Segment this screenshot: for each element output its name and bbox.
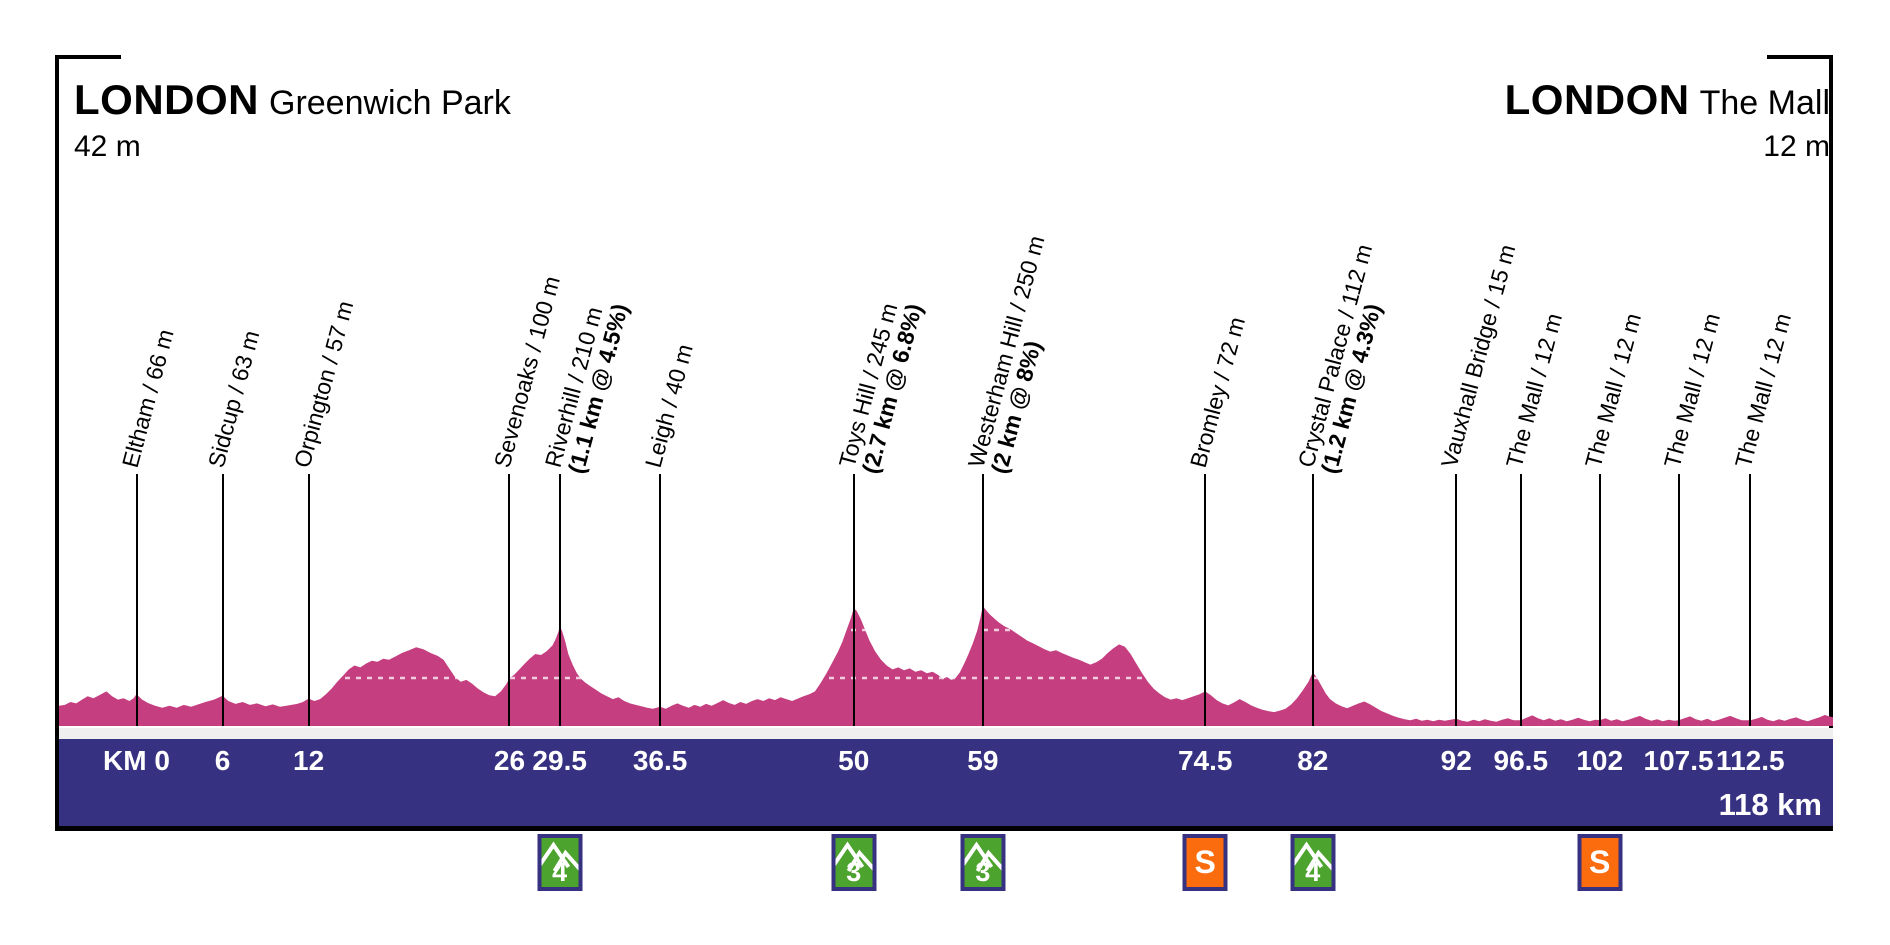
waypoint-label: Leigh / 40 m [639, 341, 698, 471]
km-tick-label: 112.5 [1716, 745, 1785, 776]
elevation-area-fill [59, 606, 1833, 726]
mountain-icon [541, 841, 579, 873]
km-tick-label: 102 [1576, 745, 1624, 776]
waypoint-label: Orpington / 57 m [288, 298, 358, 471]
kom-category: 3 [975, 857, 991, 887]
elevation-profile-chart [59, 606, 1833, 726]
waypoint-label: The Mall / 12 m [1730, 310, 1797, 471]
km-tick-label: 59 [967, 745, 999, 776]
frame-top-left-tick [55, 55, 121, 59]
km-tick-label: KM 0 [103, 745, 170, 776]
waypoint-label: Sidcup / 63 m [202, 327, 264, 471]
km-axis-bar [59, 739, 1833, 826]
waypoint-line [1598, 474, 1601, 726]
total-distance: 118 km [1718, 787, 1822, 822]
waypoint-line [1677, 474, 1680, 726]
km-tick-label: 50 [838, 745, 870, 776]
frame-top-right-tick [1767, 55, 1833, 59]
km-tick-label: 12 [293, 745, 325, 776]
sprint-letter: S [1194, 844, 1216, 880]
mountain-icon [1294, 841, 1332, 873]
waypoint-line [221, 474, 224, 726]
waypoint-line [1455, 474, 1458, 726]
sprint-badge: S [1577, 834, 1623, 891]
km-tick-label: 36.5 [632, 745, 688, 776]
waypoint-line [1749, 474, 1752, 726]
waypoint-line [307, 474, 310, 726]
kom-category: 4 [1305, 857, 1321, 887]
waypoint-label: Westerham Hill / 250 m (2 km @ 8%) [963, 233, 1071, 476]
waypoint-name: Sidcup / 63 m [202, 327, 264, 471]
waypoint-name: Eltham / 66 m [116, 326, 179, 471]
km-tick-label: 6 [214, 745, 231, 776]
kom-category: 4 [552, 857, 568, 887]
km-tick-label: 96.5 [1493, 745, 1549, 776]
frame-bottom-border [55, 826, 1833, 831]
waypoint-label: Crystal Palace / 112 m (1.2 km @ 4.3%) [1292, 241, 1399, 476]
waypoint-name: The Mall / 12 m [1658, 310, 1725, 471]
waypoint-line [852, 474, 855, 726]
start-elevation: 42 m [74, 130, 141, 163]
waypoint-label: The Mall / 12 m [1500, 310, 1567, 471]
start-title: LONDON Greenwich Park [74, 76, 511, 124]
elevation-gridlines [59, 628, 1833, 680]
waypoint-label: Toys Hill / 245 m (2.7 km @ 6.8%) [833, 295, 926, 476]
km-tick-label: 92 [1440, 745, 1472, 776]
waypoint-label: The Mall / 12 m [1658, 310, 1725, 471]
sprint-badge: S [1182, 834, 1228, 891]
kom-badge: 4 [537, 834, 583, 891]
finish-city: LONDON [1504, 76, 1690, 123]
waypoint-name: Leigh / 40 m [639, 341, 698, 471]
finish-elevation: 12 m [1763, 130, 1830, 163]
finish-header: LONDON The Mall 12 m [1505, 76, 1830, 164]
km-tick-label: 74.5 [1177, 745, 1233, 776]
finish-title: LONDON The Mall [1505, 76, 1830, 124]
waypoint-line [1311, 474, 1314, 726]
waypoint-name: Bromley / 72 m [1185, 314, 1251, 471]
frame-right-border [1829, 55, 1833, 831]
km-tick-label: 26 [493, 745, 526, 776]
mountain-icon [835, 841, 873, 873]
kom-badge: 4 [1290, 834, 1336, 891]
start-venue: Greenwich Park [269, 84, 511, 122]
kom-badge: 3 [831, 834, 877, 891]
kom-category: 3 [846, 857, 862, 887]
waypoint-line [135, 474, 138, 726]
waypoint-label: Eltham / 66 m [116, 326, 179, 471]
waypoint-label: Bromley / 72 m [1185, 314, 1251, 471]
finish-venue: The Mall [1699, 84, 1830, 122]
start-header: LONDON Greenwich Park 42 m [74, 76, 511, 164]
start-city: LONDON [74, 76, 259, 123]
km-tick-label: 107.5 [1643, 745, 1714, 776]
mountain-icon [964, 841, 1002, 873]
waypoint-line [659, 474, 662, 726]
waypoint-line [1519, 474, 1522, 726]
waypoint-line [981, 474, 984, 726]
km-tick-label: 29.5 [532, 745, 587, 776]
waypoint-name: The Mall / 12 m [1579, 310, 1646, 471]
waypoint-line [1204, 474, 1207, 726]
waypoint-name: The Mall / 12 m [1730, 310, 1797, 471]
waypoint-name: The Mall / 12 m [1500, 310, 1567, 471]
waypoint-label: The Mall / 12 m [1579, 310, 1646, 471]
waypoint-name: Orpington / 57 m [288, 298, 358, 471]
frame-left-border [55, 55, 59, 831]
waypoint-label: Riverhill / 210 m (1.1 km @ 4.5%) [539, 295, 632, 476]
waypoint-line [558, 474, 561, 726]
km-tick-label: 82 [1297, 745, 1329, 776]
baseline-strip [59, 728, 1833, 739]
sprint-letter: S [1589, 844, 1611, 880]
waypoint-line [508, 474, 511, 726]
kom-badge: 3 [960, 834, 1006, 891]
